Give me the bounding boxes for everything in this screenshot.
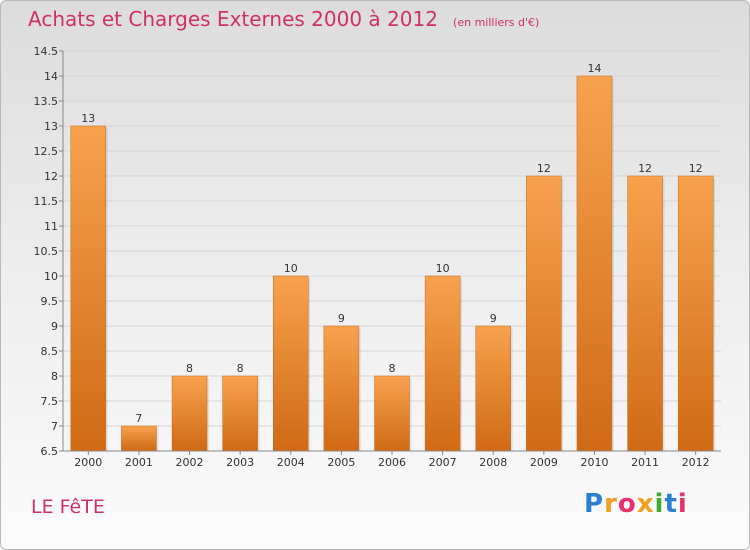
x-tick-label: 2009: [530, 456, 558, 469]
chart-title-main: Achats et Charges Externes 2000 à 2012: [28, 7, 438, 31]
x-tick-label: 2007: [429, 456, 457, 469]
x-tick-label: 2002: [176, 456, 204, 469]
bar-2003: [222, 375, 258, 452]
bar-2005: [323, 325, 360, 452]
x-tick-label: 2005: [327, 456, 355, 469]
y-tick-label: 6.5: [41, 445, 59, 458]
y-tick-label: 7: [51, 420, 58, 433]
y-tick-label: 12: [44, 170, 58, 183]
y-tick-label: 14: [44, 70, 58, 83]
y-tick-label: 9.5: [41, 295, 59, 308]
y-tick-label: 13.5: [34, 95, 59, 108]
bar-2009: [526, 175, 562, 452]
value-label: 7: [135, 412, 142, 425]
bar-2011: [627, 175, 663, 452]
value-label: 13: [81, 112, 95, 125]
y-tick-label: 7.5: [41, 395, 59, 408]
bar-2007: [424, 275, 461, 452]
x-tick-label: 2004: [277, 456, 305, 469]
x-tick-label: 2011: [631, 456, 659, 469]
bar-2000: [70, 125, 107, 452]
value-label: 9: [338, 312, 345, 325]
value-label: 10: [436, 262, 450, 275]
logo-letter: i: [677, 489, 688, 519]
y-tick-label: 8.5: [41, 345, 59, 358]
proxiti-logo[interactable]: Proxiti: [584, 489, 688, 519]
chart-title-unit: (en milliers d'€): [453, 16, 540, 29]
logo-letter: i: [654, 489, 665, 519]
x-tick-label: 2008: [479, 456, 507, 469]
x-tick-label: 2003: [226, 456, 254, 469]
chart-title: Achats et Charges Externes 2000 à 2012 (…: [28, 7, 539, 31]
value-label: 12: [537, 162, 551, 175]
y-tick-label: 11: [44, 220, 58, 233]
y-tick-label: 10: [44, 270, 58, 283]
y-tick-label: 11.5: [34, 195, 59, 208]
value-label: 8: [237, 362, 244, 375]
y-tick-label: 9: [51, 320, 58, 333]
logo-letter: P: [584, 489, 605, 519]
x-tick-label: 2001: [125, 456, 153, 469]
y-tick-label: 13: [44, 120, 58, 133]
logo-letter: o: [617, 489, 637, 519]
bar-2010: [576, 75, 613, 452]
x-tick-label: 2006: [378, 456, 406, 469]
value-label: 12: [638, 162, 652, 175]
value-label: 9: [490, 312, 497, 325]
bar-2004: [273, 275, 309, 452]
value-label: 8: [389, 362, 396, 375]
bar-2002: [171, 375, 208, 452]
y-tick-label: 10.5: [34, 245, 59, 258]
bars: 13 7 8 8 10 9 8 10 9 12 14 12 12: [70, 62, 716, 452]
axes: 6.5 7 7.5 8 8.5 9 9.5 10 10.5 11 11.5 12 12.5 13 13.5 1…: [34, 45, 721, 469]
place-name: LE FêTE: [31, 496, 105, 518]
bar-2012: [677, 175, 714, 452]
x-tick-label: 2010: [580, 456, 608, 469]
logo-letter: r: [604, 489, 618, 519]
bar-2006: [374, 375, 410, 452]
logo-letter: x: [636, 489, 655, 519]
bar-2001: [121, 425, 157, 452]
y-tick-label: 12.5: [34, 145, 59, 158]
bar-2008: [475, 325, 511, 452]
value-label: 14: [587, 62, 601, 75]
logo-letter: t: [664, 489, 678, 519]
x-tick-label: 2012: [682, 456, 710, 469]
value-label: 8: [186, 362, 193, 375]
y-tick-label: 8: [51, 370, 58, 383]
value-label: 10: [284, 262, 298, 275]
y-tick-label: 14.5: [34, 45, 59, 58]
x-tick-label: 2000: [74, 456, 102, 469]
value-label: 12: [689, 162, 703, 175]
